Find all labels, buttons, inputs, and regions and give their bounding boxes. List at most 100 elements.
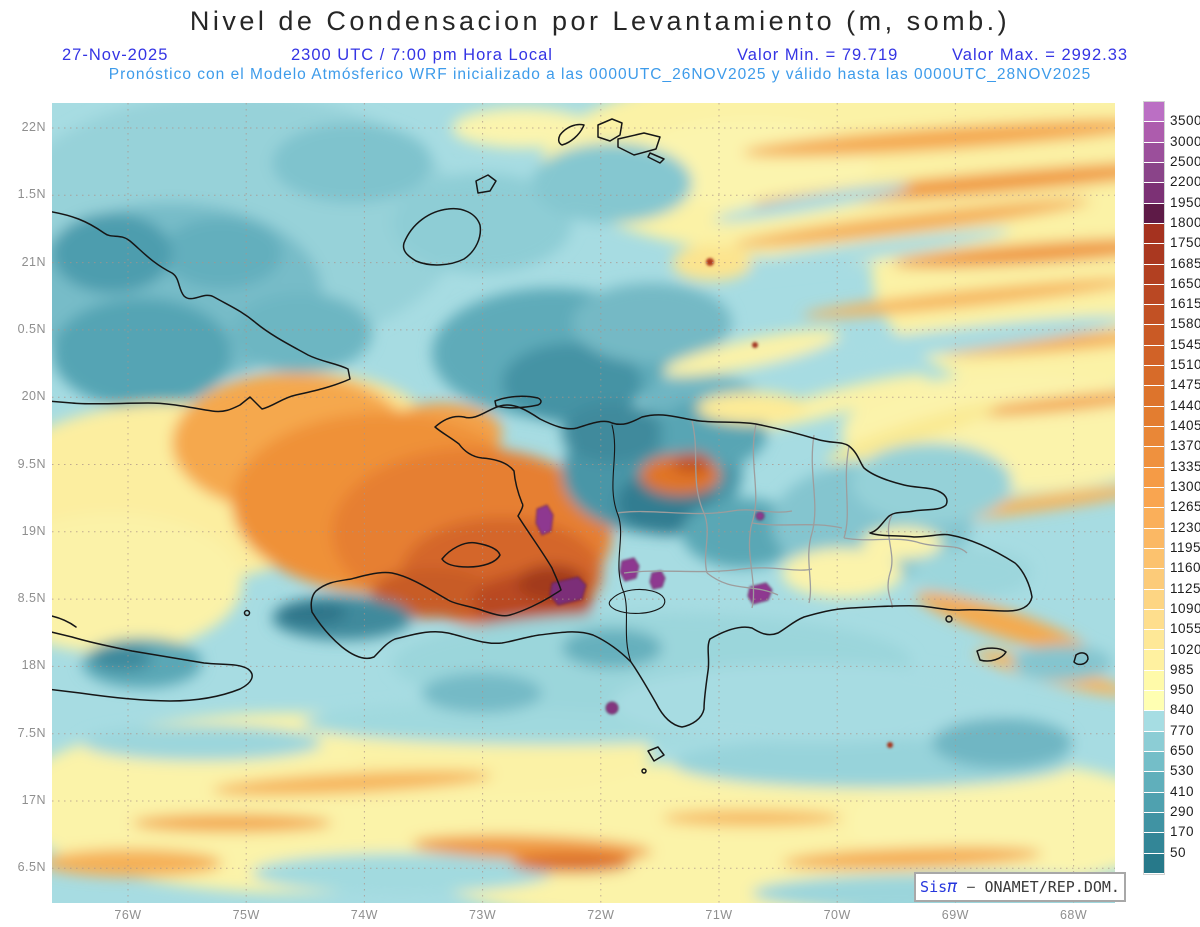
isla-gonave xyxy=(441,541,501,568)
colorbar-segment xyxy=(1144,142,1164,163)
little-inagua xyxy=(475,174,497,194)
caicos-3 xyxy=(617,132,661,156)
colorbar-tick-label: 1750 xyxy=(1170,235,1200,251)
valid-time: 2300 UTC / 7:00 pm Hora Local xyxy=(291,46,553,64)
colorbar-segment xyxy=(1144,447,1164,468)
colorbar-segment xyxy=(1144,244,1164,265)
colorbar-segment xyxy=(1144,386,1164,407)
lat-lon-gridlines xyxy=(52,103,1115,903)
map-plot-area xyxy=(0,63,1200,923)
y-tick-label: 22N xyxy=(21,120,46,134)
colorbar-tick-label: 290 xyxy=(1170,804,1195,820)
colorbar-tick-label: 1440 xyxy=(1170,397,1200,413)
colorbar-segment xyxy=(1144,284,1164,306)
great-inagua xyxy=(402,207,482,266)
value-min-label: Valor Min. = 79.719 xyxy=(737,46,899,64)
colorbar-tick-label: 3000 xyxy=(1170,133,1200,149)
colorbar-segment xyxy=(1144,122,1164,143)
colorbar-tick-label: 1160 xyxy=(1170,560,1200,576)
province-borders xyxy=(616,420,968,609)
colorbar-tick-label: 2200 xyxy=(1170,174,1200,190)
colorbar-tick-label: 3500 xyxy=(1170,113,1200,129)
colorbar-tick-label: 1545 xyxy=(1170,336,1200,352)
header-line-datetime: 27-Nov-2025 2300 UTC / 7:00 pm Hora Loca… xyxy=(0,46,1200,66)
coast-hispaniola xyxy=(310,404,1033,728)
colorbar-tick-label: 1020 xyxy=(1170,641,1200,657)
colorbar-segment xyxy=(1144,650,1164,671)
shaded-field xyxy=(0,63,1200,923)
colorbar-segment xyxy=(1144,528,1164,549)
colorbar-segment xyxy=(1144,487,1164,509)
x-tick-label: 69W xyxy=(941,908,969,922)
colorbar-segment xyxy=(1144,427,1164,448)
colorbar-tick-label: 840 xyxy=(1170,702,1195,718)
colorbar-segment xyxy=(1144,264,1164,285)
colorbar-tick-label: 1370 xyxy=(1170,438,1200,454)
colorbar-tick-label: 1685 xyxy=(1170,255,1200,271)
colorbar-segment xyxy=(1144,833,1164,854)
colorbar xyxy=(1143,101,1165,875)
colorbar-tick-label: 1195 xyxy=(1170,539,1200,555)
caicos-2 xyxy=(597,118,623,142)
colorbar-tick-label: 1125 xyxy=(1170,580,1200,596)
colorbar-segment xyxy=(1144,223,1164,245)
colorbar-segment xyxy=(1144,630,1164,651)
colorbar-tick-label: 50 xyxy=(1170,844,1187,860)
x-tick-label: 68W xyxy=(1059,908,1088,922)
colorbar-segment xyxy=(1144,508,1164,529)
colorbar-segment xyxy=(1144,325,1164,346)
page-title: Nivel de Condensacion por Levantamiento … xyxy=(189,6,1011,36)
y-tick-label: 19N xyxy=(21,523,46,538)
colorbar-tick-label: 1475 xyxy=(1170,377,1200,393)
watermark-org: ONAMET/REP.DOM. xyxy=(984,878,1120,896)
colorbar-segment xyxy=(1144,772,1164,793)
colorbar-segment xyxy=(1144,162,1164,184)
watermark-box: Sis π − ONAMET/REP.DOM. xyxy=(914,872,1126,902)
colorbar-segment xyxy=(1144,711,1164,732)
colorbar-tick-label: 1090 xyxy=(1170,600,1200,616)
colorbar-tick-label: 985 xyxy=(1170,661,1195,677)
colorbar-tick-label: 1300 xyxy=(1170,479,1200,494)
y-tick-label: 17N xyxy=(21,793,46,807)
isla-catalina xyxy=(945,615,953,623)
colorbar-segment xyxy=(1144,670,1164,692)
x-tick-label: 76W xyxy=(114,908,142,922)
watermark-brand: Sis xyxy=(920,878,948,896)
colorbar-segment xyxy=(1144,853,1164,874)
coast-cuba xyxy=(46,210,351,413)
x-tick-label: 72W xyxy=(587,908,615,922)
x-tick-label: 75W xyxy=(232,908,260,922)
ile-tortue xyxy=(494,395,542,409)
colorbar-tick-label: 1800 xyxy=(1170,214,1200,230)
colorbar-segment xyxy=(1144,752,1164,773)
colorbar-tick-label: 1230 xyxy=(1170,519,1200,535)
colorbar-segment xyxy=(1144,548,1164,570)
valid-date: 27-Nov-2025 xyxy=(62,46,169,64)
caicos-4 xyxy=(647,152,665,164)
colorbar-tick-label: 650 xyxy=(1170,743,1195,759)
colorbar-tick-label: 950 xyxy=(1170,682,1195,698)
y-tick-label: 21N xyxy=(21,254,46,269)
colorbar-segment xyxy=(1144,183,1164,204)
border-haiti-dr xyxy=(611,424,632,663)
watermark-separator: − xyxy=(957,878,985,896)
y-tick-label: 9.5N xyxy=(17,456,46,471)
y-tick-label: 1.5N xyxy=(17,187,46,202)
colorbar-tick-label: 1510 xyxy=(1170,357,1200,373)
y-tick-label: 20N xyxy=(21,389,46,404)
colorbar-segment xyxy=(1144,731,1164,752)
caicos-1 xyxy=(557,123,585,146)
colorbar-tick-label: 1265 xyxy=(1170,499,1200,515)
y-tick-label: 0.5N xyxy=(17,321,46,336)
colorbar-segment xyxy=(1144,406,1164,427)
colorbar-tick-label: 2500 xyxy=(1170,153,1200,169)
colorbar-segment xyxy=(1144,305,1164,326)
isla-beata xyxy=(647,746,665,762)
x-tick-label: 71W xyxy=(705,908,733,922)
alto-velo xyxy=(641,768,647,774)
colorbar-segment xyxy=(1144,609,1164,631)
y-tick-label: 7.5N xyxy=(17,725,46,740)
colorbar-tick-label: 1950 xyxy=(1170,194,1200,210)
y-tick-label: 18N xyxy=(21,658,46,673)
x-tick-label: 70W xyxy=(823,908,851,922)
